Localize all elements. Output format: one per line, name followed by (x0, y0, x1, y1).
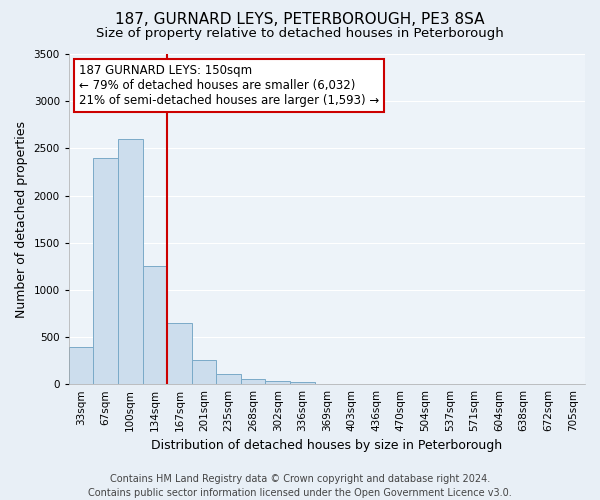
Text: 187 GURNARD LEYS: 150sqm
← 79% of detached houses are smaller (6,032)
21% of sem: 187 GURNARD LEYS: 150sqm ← 79% of detach… (79, 64, 379, 107)
Bar (69, 348, 94, 384)
Y-axis label: Number of detached properties: Number of detached properties (15, 120, 28, 318)
Bar (265, 382, 290, 384)
Text: Size of property relative to detached houses in Peterborough: Size of property relative to detached ho… (96, 28, 504, 40)
Bar (290, 382, 314, 384)
Bar (192, 360, 217, 384)
Text: Contains HM Land Registry data © Crown copyright and database right 2024.
Contai: Contains HM Land Registry data © Crown c… (88, 474, 512, 498)
Bar (118, 139, 143, 384)
X-axis label: Distribution of detached houses by size in Peterborough: Distribution of detached houses by size … (151, 440, 502, 452)
Bar (143, 266, 167, 384)
Bar (241, 379, 265, 384)
Bar (94, 158, 118, 384)
Bar (217, 374, 241, 384)
Text: 187, GURNARD LEYS, PETERBOROUGH, PE3 8SA: 187, GURNARD LEYS, PETERBOROUGH, PE3 8SA (115, 12, 485, 28)
Bar (167, 323, 192, 384)
